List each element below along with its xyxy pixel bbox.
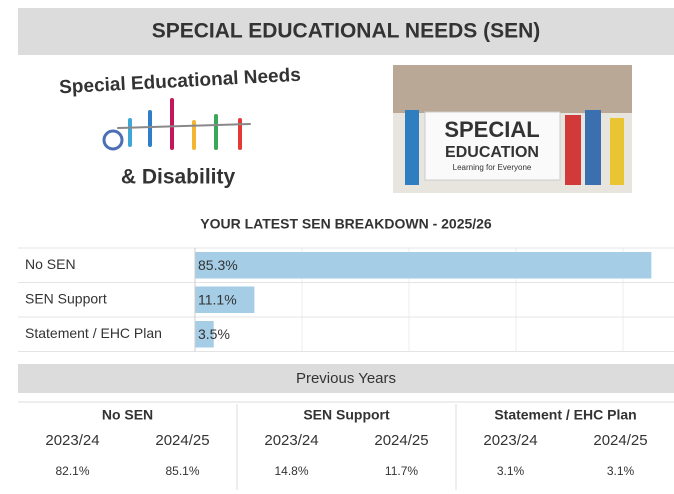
category-label: No SEN	[25, 256, 76, 272]
year-value: 82.1%	[55, 464, 89, 478]
photo-caption: Learning for Everyone	[453, 163, 532, 172]
group-title: No SEN	[102, 407, 153, 423]
header-title: SPECIAL EDUCATIONAL NEEDS (SEN)	[152, 20, 541, 43]
group-title: Statement / EHC Plan	[494, 407, 636, 423]
bar	[195, 321, 214, 348]
logo-text: & Disability	[121, 166, 236, 189]
year-value: 3.1%	[497, 464, 525, 478]
year-value: 14.8%	[274, 464, 308, 478]
year-value: 85.1%	[165, 464, 199, 478]
value-label: 11.1%	[198, 291, 237, 307]
group-title: SEN Support	[303, 407, 390, 423]
section-bar	[18, 364, 674, 393]
bar	[195, 252, 652, 279]
photo-image: SPECIAL EDUCATION Learning for Everyone	[393, 65, 632, 193]
bar	[195, 286, 255, 313]
category-label: SEN Support	[25, 290, 107, 306]
header-bar	[18, 8, 674, 55]
year-value: 3.1%	[607, 464, 635, 478]
category-label: Statement / EHC Plan	[25, 325, 162, 341]
logo-text: Special Educational Needs	[59, 65, 302, 99]
year-label: 2023/24	[264, 432, 318, 449]
photo-text: SPECIAL	[444, 117, 539, 142]
year-label: 2023/24	[483, 432, 537, 449]
value-label: 85.3%	[198, 257, 238, 273]
logo-image: Special Educational Needs & Disability	[59, 65, 302, 189]
year-value: 11.7%	[385, 464, 418, 478]
chart-title: YOUR LATEST SEN BREAKDOWN - 2025/26	[200, 216, 492, 232]
section-title: Previous Years	[296, 370, 396, 387]
year-label: 2024/25	[155, 432, 209, 449]
photo-text: EDUCATION	[445, 144, 539, 161]
year-label: 2024/25	[374, 432, 428, 449]
year-label: 2023/24	[45, 432, 99, 449]
year-label: 2024/25	[593, 432, 647, 449]
value-label: 3.5%	[198, 326, 230, 342]
